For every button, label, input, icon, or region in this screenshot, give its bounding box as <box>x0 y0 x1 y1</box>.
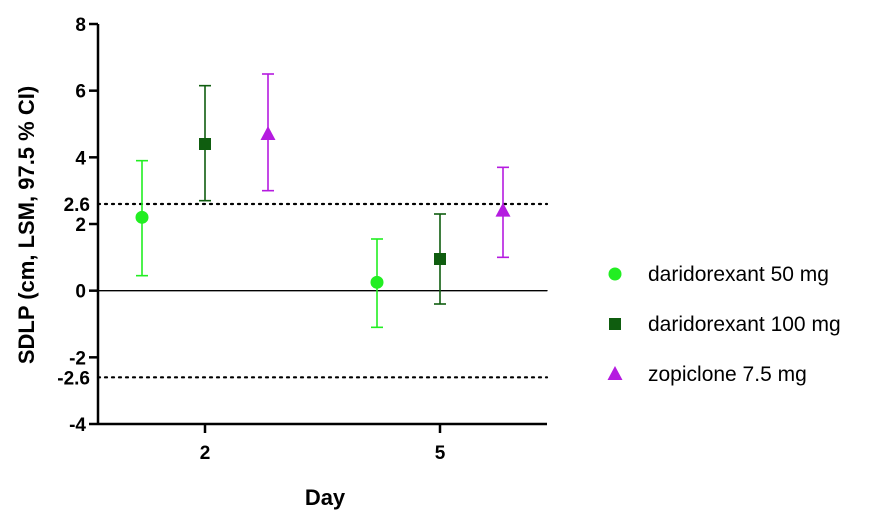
x-tick-label: 2 <box>200 443 211 464</box>
reference-line-label: -2.6 <box>57 368 90 389</box>
y-tick-label: 2 <box>75 215 86 236</box>
data-point <box>434 253 446 265</box>
y-tick-label: 8 <box>75 15 86 36</box>
legend-marker <box>609 318 621 330</box>
data-point <box>199 138 211 150</box>
legend-label: daridorexant 50 mg <box>648 263 829 286</box>
x-tick-label: 5 <box>435 443 446 464</box>
reference-lines: 2.6 -2.6 <box>57 195 549 389</box>
data-point <box>135 210 149 224</box>
y-tick-label: -2 <box>69 348 86 369</box>
reference-line-label: 2.6 <box>64 195 90 216</box>
data-point <box>370 275 384 289</box>
axes: -4 -2 0 2 4 6 8 2 5 <box>69 15 547 464</box>
y-tick-label: 0 <box>75 282 86 303</box>
data-marks <box>135 73 511 329</box>
data-point <box>495 202 511 217</box>
legend-marker <box>608 267 622 281</box>
y-axis-title: SDLP (cm, LSM, 97.5 % CI) <box>14 86 39 364</box>
data-point <box>260 126 276 140</box>
legend-label: zopiclone 7.5 mg <box>648 363 807 386</box>
legend: daridorexant 50 mg daridorexant 100 mg zop… <box>607 263 841 386</box>
y-tick-label: 6 <box>75 82 86 103</box>
y-tick-label: 4 <box>75 148 86 169</box>
y-tick-label: -4 <box>69 415 86 436</box>
legend-marker <box>607 366 623 380</box>
x-axis-title: Day <box>305 485 346 510</box>
legend-label: daridorexant 100 mg <box>648 313 841 336</box>
